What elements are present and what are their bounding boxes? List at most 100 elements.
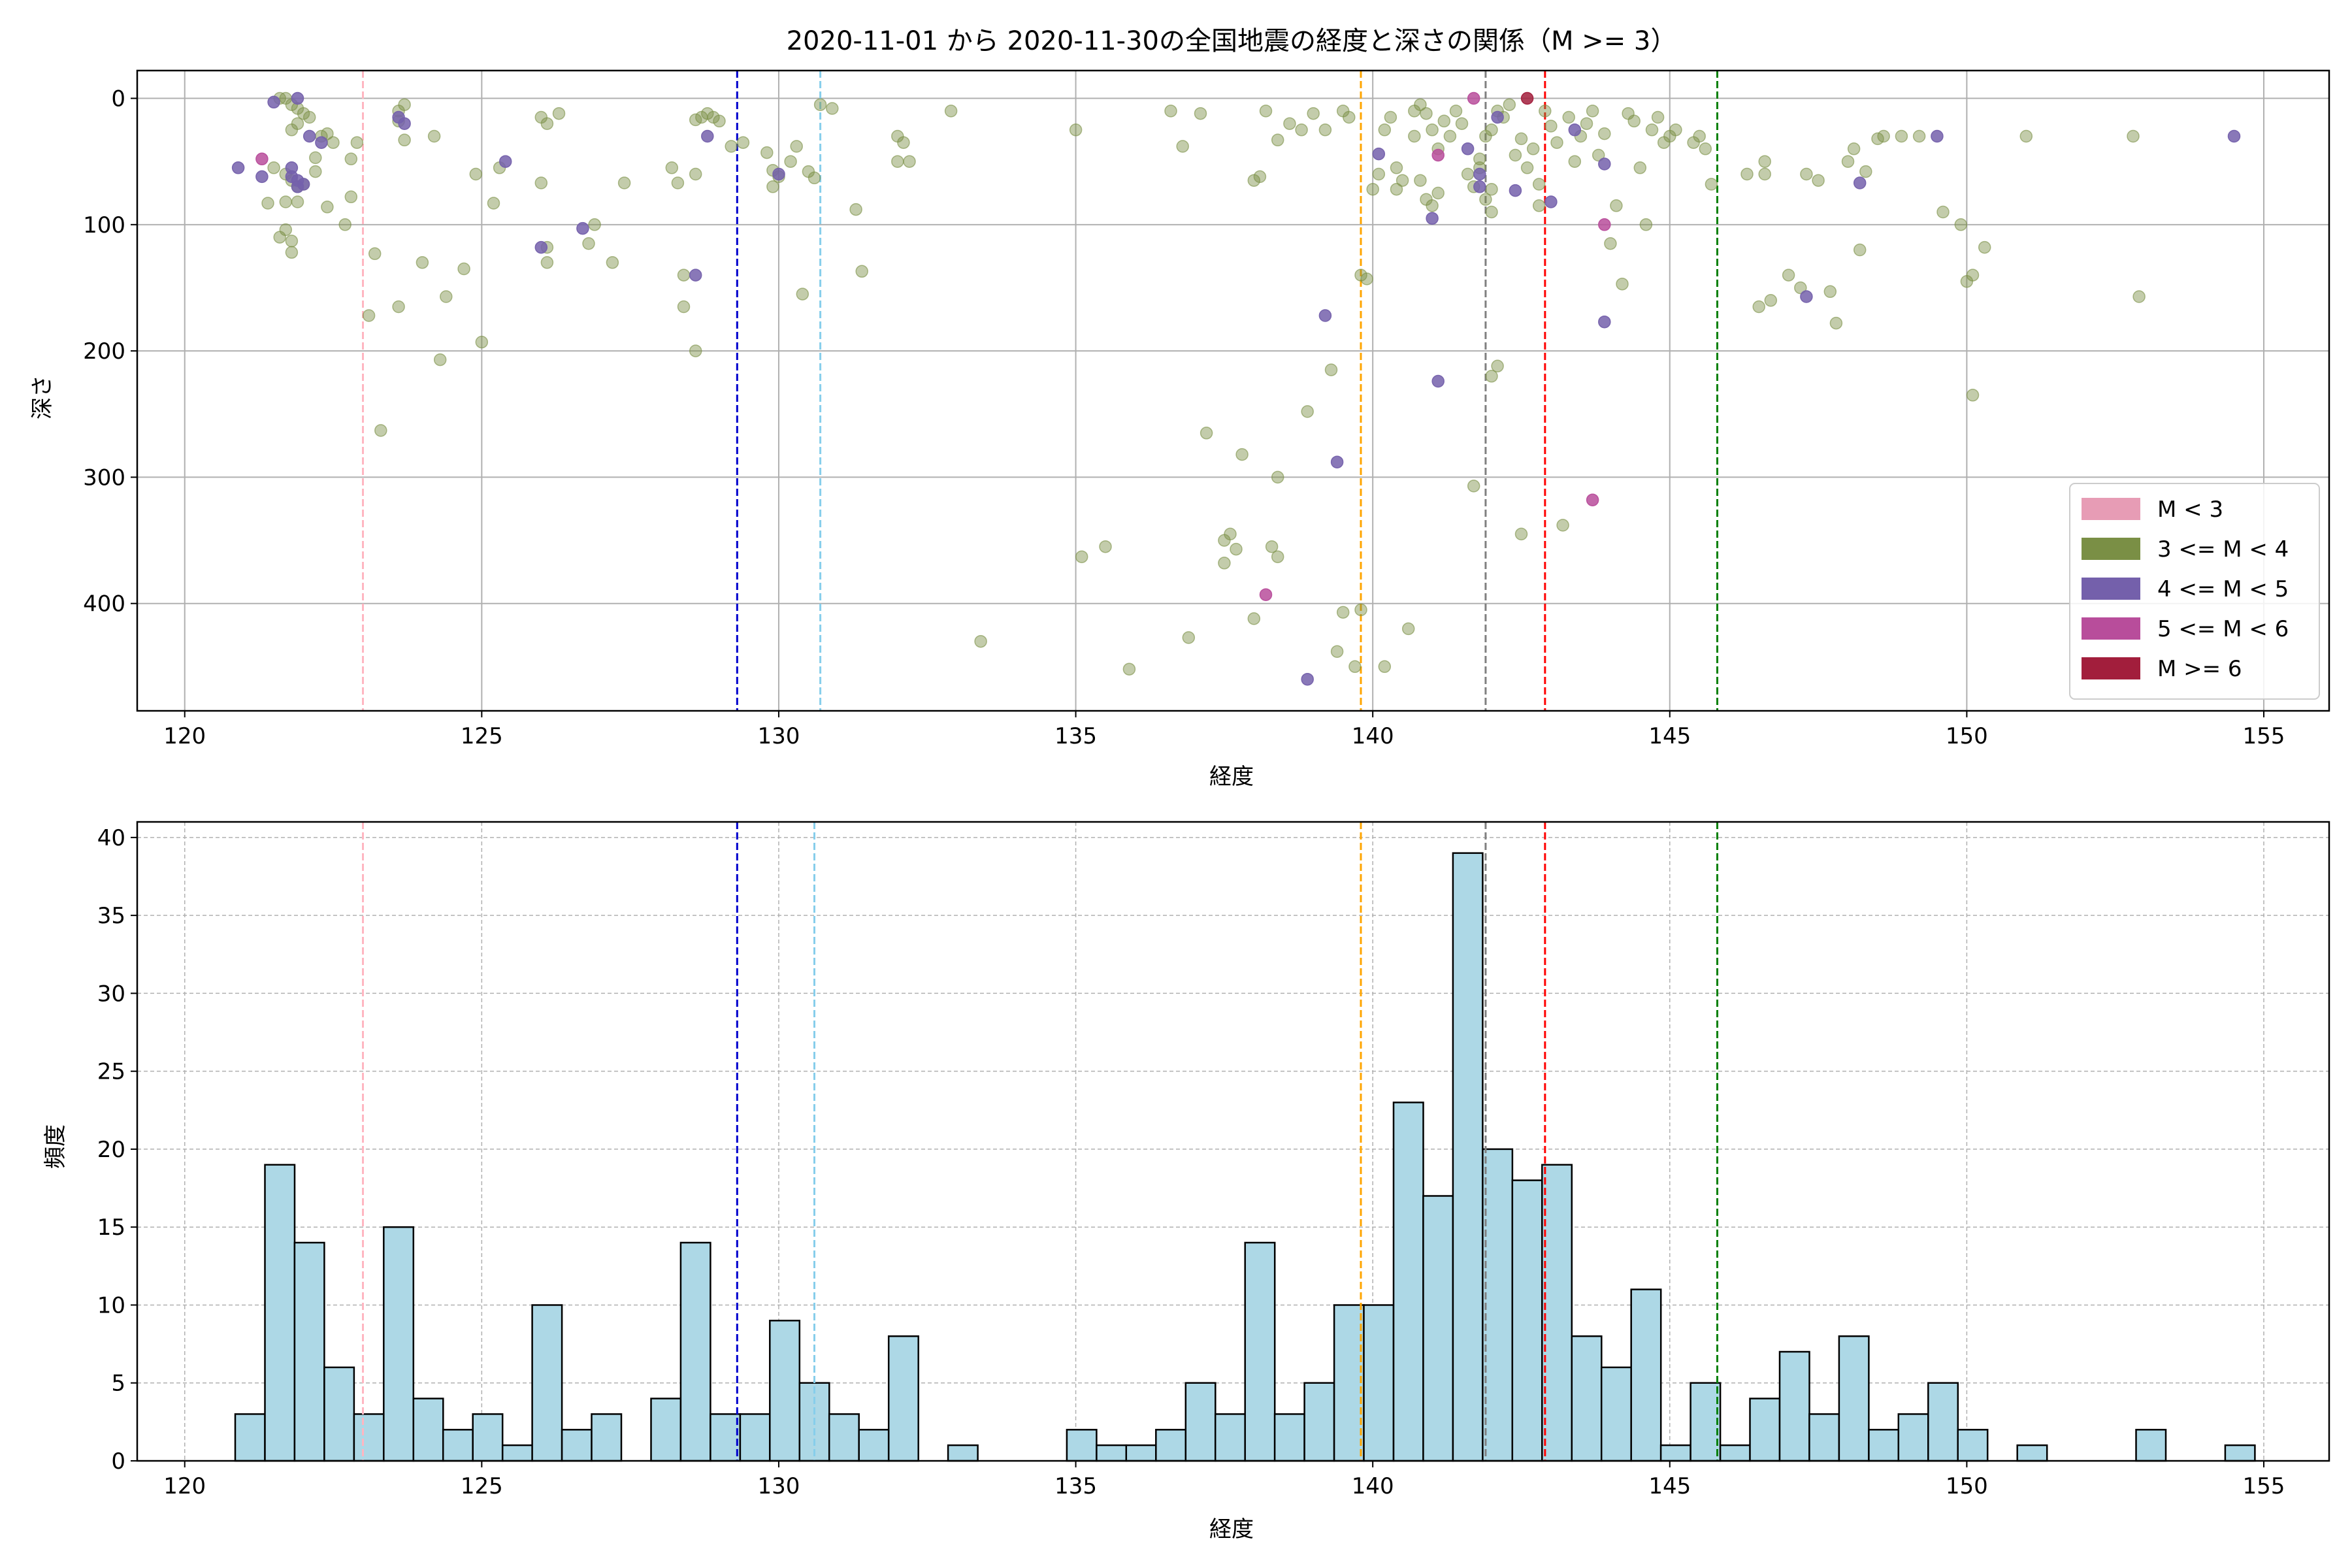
- scatter-point: [1467, 91, 1480, 105]
- scatter-point: [1895, 129, 1908, 143]
- histogram-bar: [234, 1413, 266, 1462]
- scatter-point: [1877, 129, 1890, 143]
- histogram-xtick-label: 140: [1352, 1473, 1394, 1499]
- scatter-point: [344, 152, 358, 166]
- scatter-point: [1645, 123, 1659, 137]
- scatter-point: [1431, 148, 1445, 162]
- scatter-point: [1586, 105, 1599, 118]
- scatter-point: [1586, 493, 1599, 506]
- scatter-point: [1568, 155, 1582, 168]
- scatter-point: [1800, 167, 1813, 181]
- scatter-point: [291, 195, 304, 208]
- histogram-bar: [383, 1226, 415, 1462]
- scatter-point: [689, 113, 702, 127]
- histogram-bar: [412, 1397, 444, 1462]
- scatter-point: [1740, 167, 1754, 181]
- scatter-point: [1218, 557, 1231, 570]
- scatter-point: [392, 300, 405, 314]
- scatter-point: [1479, 193, 1492, 206]
- scatter-point: [1330, 645, 1344, 658]
- scatter-point: [552, 106, 566, 120]
- scatter-point: [1336, 606, 1350, 619]
- scatter-point: [398, 133, 411, 147]
- scatter-point: [1580, 117, 1593, 130]
- histogram-xtick-label: 150: [1946, 1473, 1988, 1499]
- histogram-bar: [679, 1241, 711, 1462]
- histogram-grid: [137, 822, 2329, 1462]
- scatter-point: [1301, 672, 1314, 686]
- scatter-point: [1390, 161, 1403, 174]
- scatter-point: [1176, 140, 1189, 153]
- scatter-point: [1705, 178, 1718, 191]
- scatter-point: [2019, 129, 2033, 143]
- scatter-point: [1639, 218, 1653, 231]
- scatter-point: [1366, 182, 1379, 196]
- scatter-point: [1182, 631, 1196, 644]
- histogram-bar: [323, 1366, 355, 1462]
- legend-label: M >= 6: [2157, 656, 2242, 682]
- scatter-point: [1829, 316, 1843, 330]
- scatter-point: [1194, 106, 1207, 120]
- scatter-point: [534, 240, 548, 254]
- histogram-bar: [828, 1413, 860, 1462]
- scatter-grid: [137, 71, 2329, 711]
- scatter-point: [309, 151, 322, 165]
- histogram-bar: [1690, 1382, 1722, 1462]
- scatter-point: [285, 123, 299, 137]
- scatter-point: [1437, 114, 1451, 128]
- scatter-point: [1526, 142, 1540, 155]
- histogram-xtick-label: 125: [461, 1473, 503, 1499]
- scatter-point: [1782, 269, 1795, 282]
- scatter-point: [1265, 540, 1279, 553]
- histogram-bar: [1511, 1179, 1543, 1462]
- histogram-bars: [234, 852, 2256, 1462]
- scatter-xtick-label: 125: [461, 723, 503, 749]
- histogram-ytick-label: 15: [97, 1215, 125, 1241]
- scatter-point: [2227, 129, 2241, 143]
- scatter-point: [302, 129, 316, 143]
- scatter-ytick-label: 300: [83, 465, 125, 491]
- scatter-point: [897, 136, 910, 149]
- histogram-bar: [1868, 1429, 1900, 1462]
- scatter-point: [344, 190, 358, 204]
- scatter-xlabel: 経度: [1209, 764, 1254, 790]
- scatter-point: [784, 155, 797, 168]
- scatter-point: [1200, 427, 1213, 440]
- scatter-point: [362, 309, 376, 322]
- legend-label: 3 <= M < 4: [2157, 536, 2289, 563]
- histogram-bar: [650, 1397, 682, 1462]
- scatter-xtick-label: 155: [2243, 723, 2285, 749]
- scatter-xtick-label: 145: [1648, 723, 1691, 749]
- scatter-point: [1509, 184, 1522, 197]
- histogram-bar: [2224, 1444, 2256, 1462]
- histogram-bar: [1838, 1335, 1870, 1462]
- histogram-plot-frame: [136, 821, 2330, 1462]
- scatter-point: [285, 235, 299, 248]
- histogram-xlabel: 経度: [1209, 1516, 1254, 1543]
- scatter-point: [1616, 277, 1629, 291]
- scatter-point: [1693, 129, 1706, 143]
- scatter-point: [321, 127, 334, 140]
- legend-swatch: [2082, 617, 2140, 640]
- histogram-bar: [739, 1413, 771, 1462]
- scatter-point: [469, 167, 483, 181]
- histogram-bar: [1244, 1241, 1276, 1462]
- histogram-ytick-label: 20: [97, 1137, 125, 1163]
- scatter-point: [1491, 110, 1504, 124]
- scatter-point: [315, 136, 328, 149]
- scatter-point: [808, 171, 821, 185]
- scatter-point: [540, 117, 554, 130]
- scatter-point: [457, 262, 470, 276]
- scatter-point: [1598, 218, 1611, 231]
- scatter-point: [534, 176, 548, 189]
- scatter-point: [1318, 123, 1332, 137]
- scatter-point: [398, 117, 411, 130]
- scatter-point: [1752, 300, 1765, 314]
- scatter-point: [725, 140, 738, 153]
- histogram-bar: [1957, 1429, 1989, 1462]
- histogram-xtick-label: 145: [1648, 1473, 1691, 1499]
- scatter-ytick-label: 0: [111, 86, 125, 112]
- histogram-bar: [887, 1335, 919, 1462]
- scatter-point: [1396, 174, 1409, 187]
